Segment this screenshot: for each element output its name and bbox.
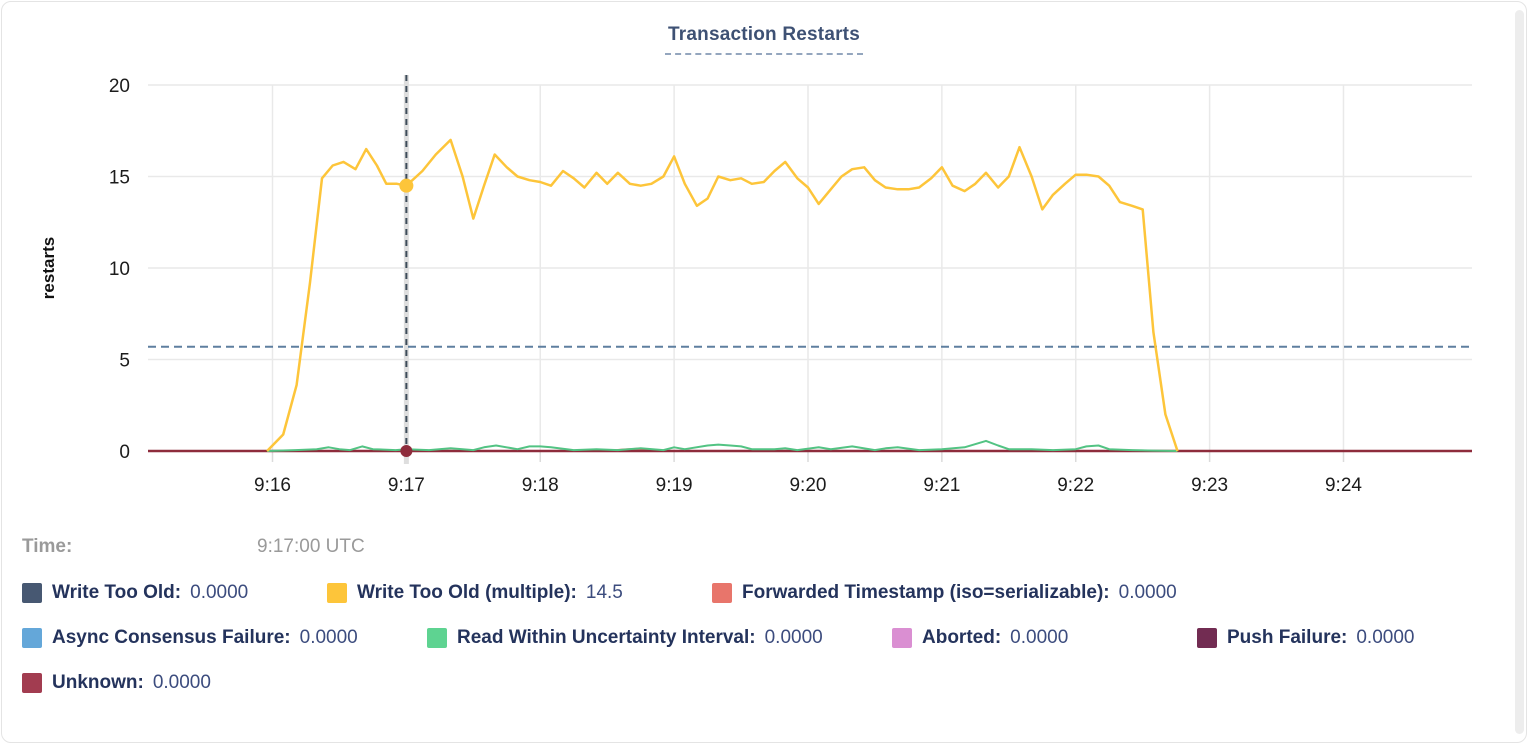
x-tick-label: 9:21 bbox=[923, 475, 960, 496]
chart-area: 9:16 9:17 9:18 9:19 9:20 9:21 9:22 9:23 9:24 0 5 10… bbox=[2, 2, 1527, 510]
legend-value: 0.0000 bbox=[1356, 627, 1415, 648]
legend-label: Async Consensus Failure: bbox=[52, 627, 291, 648]
legend-item-unknown[interactable]: Unknown: 0.0000 bbox=[22, 672, 211, 694]
legend-item-forwarded-timestamp[interactable]: Forwarded Timestamp (iso=serializable): … bbox=[712, 582, 1177, 604]
x-tick-label: 9:16 bbox=[254, 475, 291, 496]
legend-swatch-unknown bbox=[22, 673, 42, 693]
legend-label: Aborted: bbox=[922, 627, 1002, 648]
legend-value: 0.0000 bbox=[152, 672, 211, 693]
x-tick-label: 9:20 bbox=[789, 475, 826, 496]
legend-item-push-failure[interactable]: Push Failure: 0.0000 bbox=[1197, 627, 1414, 649]
hover-guideline-band bbox=[403, 75, 409, 464]
y-tick-label: 5 bbox=[119, 351, 130, 372]
legend-value: 0.0000 bbox=[764, 627, 823, 648]
legend-label: Write Too Old (multiple): bbox=[357, 582, 577, 603]
legend-swatch-read-within-uncertainty-interval bbox=[427, 628, 447, 648]
hover-dot-write-too-old-multiple bbox=[399, 178, 414, 193]
legend-row-3: Unknown: 0.0000 bbox=[22, 672, 1506, 694]
legend-item-read-within-uncertainty-interval[interactable]: Read Within Uncertainty Interval: 0.0000 bbox=[427, 627, 892, 649]
legend-item-write-too-old[interactable]: Write Too Old: 0.0000 bbox=[22, 582, 327, 604]
x-tick-label: 9:17 bbox=[388, 475, 425, 496]
y-axis-label: restarts bbox=[39, 237, 58, 299]
series-line-write-too-old-multiple bbox=[266, 138, 1179, 452]
chart-title-wrap: Transaction Restarts bbox=[2, 24, 1526, 55]
x-tick-label: 9:23 bbox=[1191, 475, 1228, 496]
legend-row-2: Async Consensus Failure: 0.0000 Read Wit… bbox=[22, 627, 1506, 649]
legend-swatch-write-too-old-multiple bbox=[327, 583, 347, 603]
y-tick-label: 0 bbox=[119, 442, 130, 463]
time-value: 9:17:00 UTC bbox=[257, 536, 365, 557]
x-tick-label: 9:18 bbox=[522, 475, 559, 496]
legend-swatch-async-consensus-failure bbox=[22, 628, 42, 648]
legend-swatch-write-too-old bbox=[22, 583, 42, 603]
legend-label: Read Within Uncertainty Interval: bbox=[457, 627, 756, 648]
y-tick-label: 15 bbox=[109, 168, 130, 189]
legend-item-async-consensus-failure[interactable]: Async Consensus Failure: 0.0000 bbox=[22, 627, 427, 649]
legend-value: 0.0000 bbox=[190, 582, 249, 603]
legend-swatch-push-failure bbox=[1197, 628, 1217, 648]
legend-block: Time: 9:17:00 UTC Write Too Old: 0.0000 … bbox=[2, 510, 1526, 717]
legend-label: Write Too Old: bbox=[52, 582, 182, 603]
legend-swatch-forwarded-timestamp bbox=[712, 583, 732, 603]
legend-value: 0.0000 bbox=[1118, 582, 1177, 603]
time-label: Time: bbox=[22, 536, 73, 557]
legend-value: 0.0000 bbox=[1010, 627, 1069, 648]
x-tick-label: 9:22 bbox=[1057, 475, 1094, 496]
legend-value: 14.5 bbox=[585, 582, 623, 603]
legend-value: 0.0000 bbox=[299, 627, 358, 648]
x-tick-label: 9:19 bbox=[656, 475, 693, 496]
legend-label: Push Failure: bbox=[1227, 627, 1348, 648]
legend-swatch-aborted bbox=[892, 628, 912, 648]
hover-time-row: Time: 9:17:00 UTC bbox=[22, 536, 1506, 558]
legend-row-1: Write Too Old: 0.0000 Write Too Old (mul… bbox=[22, 582, 1506, 604]
hover-dot-unknown bbox=[400, 445, 413, 457]
legend-label: Forwarded Timestamp (iso=serializable): bbox=[742, 582, 1110, 603]
y-tick-label: 20 bbox=[109, 76, 130, 97]
legend-item-write-too-old-multiple[interactable]: Write Too Old (multiple): 14.5 bbox=[327, 582, 712, 604]
y-tick-label: 10 bbox=[109, 259, 130, 280]
transaction-restarts-chart[interactable]: 9:16 9:17 9:18 9:19 9:20 9:21 9:22 9:23 9:24 0 5 10… bbox=[2, 2, 1527, 510]
chart-title[interactable]: Transaction Restarts bbox=[665, 24, 863, 55]
legend-label: Unknown: bbox=[52, 672, 144, 693]
x-tick-label: 9:24 bbox=[1325, 475, 1362, 496]
legend-item-aborted[interactable]: Aborted: 0.0000 bbox=[892, 627, 1197, 649]
scrollbar[interactable] bbox=[1515, 10, 1524, 734]
